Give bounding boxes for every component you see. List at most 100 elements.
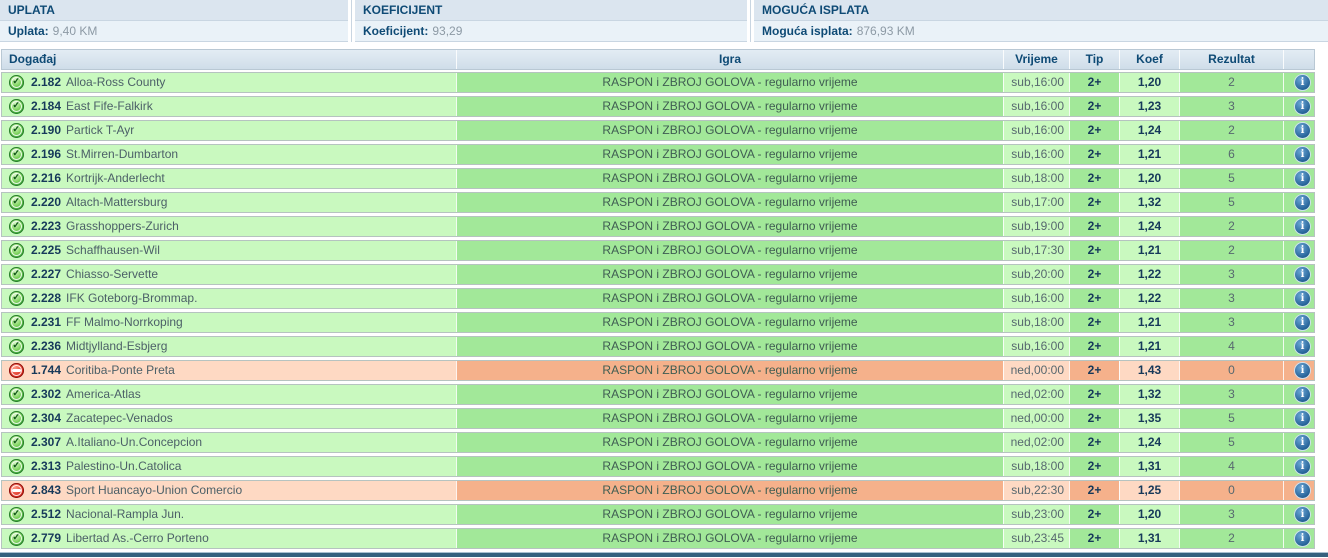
bottom-bar xyxy=(0,552,1328,557)
col-header-koef: Koef xyxy=(1119,50,1179,69)
bet-koef: 1,22 xyxy=(1119,289,1179,308)
event-time: sub,16:00 xyxy=(1003,97,1069,116)
bet-koef: 1,32 xyxy=(1119,385,1179,404)
event-teams: Alloa-Ross County xyxy=(66,75,166,89)
event-cell: ✓ 2.220 Altach-Mattersburg xyxy=(2,193,456,212)
event-teams: East Fife-Falkirk xyxy=(66,99,153,113)
bet-tip: 2+ xyxy=(1069,361,1119,380)
info-icon[interactable]: i xyxy=(1295,147,1310,162)
info-icon[interactable]: i xyxy=(1295,411,1310,426)
bet-result: 3 xyxy=(1179,313,1283,332)
info-icon[interactable]: i xyxy=(1295,363,1310,378)
info-icon[interactable]: i xyxy=(1295,99,1310,114)
bet-result: 2 xyxy=(1179,73,1283,92)
event-teams: St.Mirren-Dumbarton xyxy=(66,147,179,161)
check-icon: ✓ xyxy=(9,99,24,114)
info-icon[interactable]: i xyxy=(1295,483,1310,498)
info-icon[interactable]: i xyxy=(1295,219,1310,234)
info-cell: i xyxy=(1283,505,1314,524)
info-icon[interactable]: i xyxy=(1295,459,1310,474)
info-icon[interactable]: i xyxy=(1295,267,1310,282)
col-header-info xyxy=(1283,50,1314,69)
bet-tip: 2+ xyxy=(1069,193,1119,212)
info-icon[interactable]: i xyxy=(1295,387,1310,402)
bet-tip: 2+ xyxy=(1069,241,1119,260)
bet-result: 0 xyxy=(1179,481,1283,500)
bet-koef: 1,21 xyxy=(1119,313,1179,332)
bet-code: 2.236 xyxy=(31,339,62,353)
info-cell: i xyxy=(1283,361,1314,380)
game-label: RASPON i ZBROJ GOLOVA - regularno vrijem… xyxy=(456,265,1003,284)
check-icon: ✓ xyxy=(9,195,24,210)
bet-tip: 2+ xyxy=(1069,385,1119,404)
table-row: ✓ 2.223 Grasshoppers-Zurich RASPON i ZBR… xyxy=(1,216,1315,237)
event-cell: ✓ 2.225 Schaffhausen-Wil xyxy=(2,241,456,260)
check-icon: ✓ xyxy=(9,75,24,90)
event-time: ned,00:00 xyxy=(1003,361,1069,380)
bet-tip: 2+ xyxy=(1069,433,1119,452)
event-cell: ✓ 2.182 Alloa-Ross County xyxy=(2,73,456,92)
info-icon[interactable]: i xyxy=(1295,123,1310,138)
info-icon[interactable]: i xyxy=(1295,507,1310,522)
table-row: ✓ 2.304 Zacatepec-Venados RASPON i ZBROJ… xyxy=(1,408,1315,429)
info-icon[interactable]: i xyxy=(1295,435,1310,450)
info-icon[interactable]: i xyxy=(1295,291,1310,306)
event-teams: Nacional-Rampla Jun. xyxy=(66,507,185,521)
bet-result: 5 xyxy=(1179,169,1283,188)
info-icon[interactable]: i xyxy=(1295,315,1310,330)
bet-tip: 2+ xyxy=(1069,169,1119,188)
game-label: RASPON i ZBROJ GOLOVA - regularno vrijem… xyxy=(456,505,1003,524)
bet-code: 2.779 xyxy=(31,531,62,545)
bet-tip: 2+ xyxy=(1069,217,1119,236)
bet-code: 2.196 xyxy=(31,147,62,161)
bet-tip: 2+ xyxy=(1069,409,1119,428)
summary-panel: UPLATA Uplata: 9,40 KM KOEFICIJENT Koefic… xyxy=(0,0,1328,42)
bet-code: 2.231 xyxy=(31,315,62,329)
bet-result: 3 xyxy=(1179,385,1283,404)
event-teams: A.Italiano-Un.Concepcion xyxy=(66,435,203,449)
event-time: sub,23:45 xyxy=(1003,529,1069,548)
bet-code: 2.304 xyxy=(31,411,62,425)
table-row: ✓ 2.512 Nacional-Rampla Jun. RASPON i ZB… xyxy=(1,504,1315,525)
info-cell: i xyxy=(1283,433,1314,452)
info-cell: i xyxy=(1283,169,1314,188)
info-icon[interactable]: i xyxy=(1295,531,1310,546)
moguca-isplata-value: 876,93 KM xyxy=(856,24,915,38)
bet-result: 3 xyxy=(1179,97,1283,116)
summary-moguca-isplata-value-row: Moguća isplata: 876,93 KM xyxy=(754,21,1328,42)
event-teams: Schaffhausen-Wil xyxy=(66,243,160,257)
table-row: ✓ 2.196 St.Mirren-Dumbarton RASPON i ZBR… xyxy=(1,144,1315,165)
check-icon: ✓ xyxy=(9,411,24,426)
bet-result: 0 xyxy=(1179,361,1283,380)
info-icon[interactable]: i xyxy=(1295,339,1310,354)
bet-code: 2.223 xyxy=(31,219,62,233)
info-cell: i xyxy=(1283,241,1314,260)
info-icon[interactable]: i xyxy=(1295,75,1310,90)
bet-tip: 2+ xyxy=(1069,73,1119,92)
bet-tip: 2+ xyxy=(1069,481,1119,500)
event-teams: Chiasso-Servette xyxy=(66,267,159,281)
table-header: Događaj Igra Vrijeme Tip Koef Rezultat xyxy=(1,49,1315,70)
check-icon: ✓ xyxy=(9,387,24,402)
check-icon: ✓ xyxy=(9,507,24,522)
bet-tip: 2+ xyxy=(1069,265,1119,284)
check-icon: ✓ xyxy=(9,435,24,450)
event-cell: 2.843 Sport Huancayo-Union Comercio xyxy=(2,481,456,500)
info-cell: i xyxy=(1283,289,1314,308)
check-icon: ✓ xyxy=(9,531,24,546)
event-teams: Zacatepec-Venados xyxy=(66,411,173,425)
table-row: ✓ 2.184 East Fife-Falkirk RASPON i ZBROJ… xyxy=(1,96,1315,117)
bet-tip: 2+ xyxy=(1069,313,1119,332)
summary-koeficijent-value-row: Koeficijent: 93,29 xyxy=(355,21,747,42)
info-icon[interactable]: i xyxy=(1295,195,1310,210)
info-cell: i xyxy=(1283,385,1314,404)
table-row: ✓ 2.190 Partick T-Ayr RASPON i ZBROJ GOL… xyxy=(1,120,1315,141)
info-icon[interactable]: i xyxy=(1295,243,1310,258)
bet-code: 2.182 xyxy=(31,75,62,89)
event-cell: ✓ 2.302 America-Atlas xyxy=(2,385,456,404)
info-cell: i xyxy=(1283,97,1314,116)
event-teams: Coritiba-Ponte Preta xyxy=(66,363,175,377)
info-icon[interactable]: i xyxy=(1295,171,1310,186)
table-row: ✓ 2.220 Altach-Mattersburg RASPON i ZBRO… xyxy=(1,192,1315,213)
